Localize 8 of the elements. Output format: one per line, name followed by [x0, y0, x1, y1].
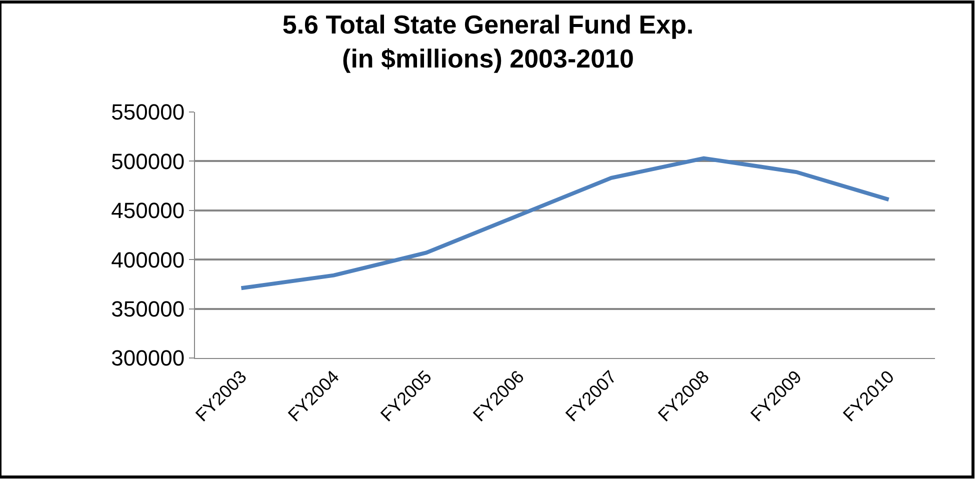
line-series	[239, 156, 891, 290]
y-tick-label: 500000	[111, 148, 185, 174]
y-tick-label: 300000	[111, 346, 185, 371]
y-tick-label: 450000	[111, 198, 185, 224]
chart-title: 5.6 Total State General Fund Exp. (in $millions) 2003-2010	[282, 10, 694, 74]
y-tick-label: 350000	[111, 296, 185, 322]
y-tick-label: 400000	[111, 247, 185, 272]
y-tick-label: 550000	[111, 100, 185, 125]
